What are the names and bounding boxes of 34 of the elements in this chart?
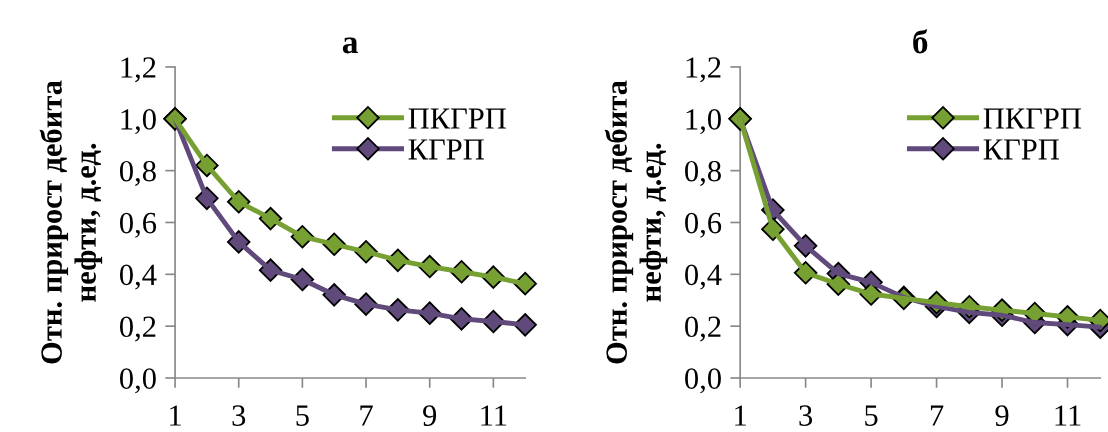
y-tick-label: 1,0 — [686, 109, 721, 135]
chart-title: а — [342, 37, 358, 54]
x-tick-label: 9 — [423, 405, 437, 426]
y-tick-label: 0,0 — [119, 368, 156, 394]
y-tick-label: 0,6 — [685, 212, 722, 238]
x-tick-label: 9 — [995, 405, 1009, 426]
y-tick-label: 0,2 — [685, 316, 721, 342]
legend-label: ПКГРП — [983, 108, 1082, 129]
y-tick-label: 0,8 — [119, 160, 156, 186]
y-tick-label: 1,2 — [686, 57, 721, 83]
y-tick-label: 1,0 — [121, 109, 156, 135]
x-tick-label: 3 — [232, 405, 246, 426]
x-tick-label: 3 — [799, 405, 813, 426]
y-tick-label: 1,2 — [121, 57, 156, 83]
y-tick-label: 0,8 — [685, 160, 721, 186]
x-tick-label: 11 — [481, 405, 507, 426]
y-tick-label: 0,6 — [119, 212, 157, 238]
x-tick-label: 7 — [360, 405, 373, 426]
x-tick-label: 5 — [865, 405, 878, 426]
x-tick-label: 1 — [170, 405, 181, 426]
x-tick-label: 5 — [296, 405, 309, 426]
x-tick-label: 11 — [1055, 405, 1081, 426]
y-tick-label: 0,2 — [119, 316, 156, 342]
x-tick-label: 1 — [735, 405, 746, 426]
chart-title: б — [913, 29, 928, 54]
legend-label: КГРП — [983, 139, 1059, 160]
y-tick-label: 0,0 — [685, 368, 721, 394]
y-axis-title: Отн. прирост дебита нефти, д.ед. — [39, 80, 103, 364]
legend-label: КГРП — [408, 139, 484, 160]
y-tick-label: 0,4 — [119, 264, 157, 290]
y-axis-title: Отн. прирост дебита нефти, д.ед. — [604, 80, 668, 364]
y-tick-label: 0,4 — [685, 264, 722, 290]
legend-label: ПКГРП — [408, 108, 506, 129]
x-tick-label: 7 — [930, 405, 944, 426]
